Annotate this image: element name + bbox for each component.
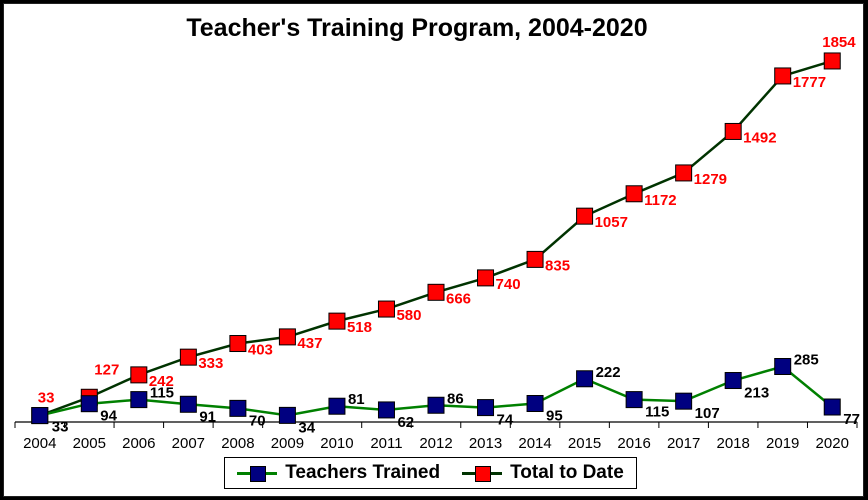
data-label-teachers-trained: 107 (695, 405, 720, 422)
data-point-teachers-trained (179, 395, 197, 413)
data-point-teachers-trained (823, 398, 841, 416)
x-axis-tick-label: 2005 (73, 435, 106, 452)
data-point-total-to-date (179, 348, 197, 366)
x-axis-tick-label: 2020 (816, 435, 849, 452)
x-axis-tick-label: 2009 (271, 435, 304, 452)
legend-swatch-total-to-date (462, 465, 503, 482)
data-point-total-to-date (675, 164, 693, 182)
data-label-total-to-date: 835 (545, 257, 570, 274)
data-point-total-to-date (328, 312, 346, 330)
data-point-total-to-date (774, 67, 792, 85)
data-label-total-to-date: 1777 (793, 74, 826, 91)
x-axis-tick-label: 2006 (122, 435, 155, 452)
legend-item-total-to-date: Total to Date (462, 462, 624, 484)
data-label-total-to-date: 666 (446, 290, 471, 307)
chart-legend: Teachers Trained Total to Date (224, 457, 637, 489)
x-axis-tick-label: 2014 (518, 435, 551, 452)
data-point-teachers-trained (675, 392, 693, 410)
data-label-total-to-date: 403 (248, 342, 273, 359)
data-label-teachers-trained: 86 (447, 390, 464, 407)
data-point-total-to-date (625, 185, 643, 203)
data-point-teachers-trained (278, 406, 296, 424)
data-point-teachers-trained (526, 395, 544, 412)
data-label-total-to-date: 1172 (644, 192, 677, 209)
data-label-total-to-date: 518 (347, 319, 372, 336)
data-point-teachers-trained (625, 391, 643, 409)
x-axis-tick-label: 2016 (617, 435, 650, 452)
legend-item-teachers-trained: Teachers Trained (237, 462, 440, 484)
data-label-teachers-trained: 95 (546, 408, 563, 425)
x-axis-tick-label: 2013 (469, 435, 502, 452)
data-label-teachers-trained: 213 (744, 385, 769, 402)
data-point-total-to-date (229, 335, 247, 353)
data-label-teachers-trained: 33 (52, 419, 69, 436)
data-label-total-to-date: 580 (396, 307, 421, 324)
data-label-total-to-date: 437 (297, 335, 322, 352)
data-point-teachers-trained (477, 399, 495, 417)
data-point-teachers-trained (427, 396, 445, 414)
data-label-teachers-trained: 34 (298, 419, 315, 436)
data-label-total-to-date: 242 (149, 373, 174, 390)
data-point-total-to-date (377, 300, 395, 318)
data-point-teachers-trained (31, 407, 49, 425)
x-axis-tick-label: 2017 (667, 435, 700, 452)
x-axis-tick-label: 2011 (370, 435, 402, 452)
data-label-teachers-trained: 74 (497, 412, 514, 429)
data-point-teachers-trained (576, 370, 594, 388)
data-point-teachers-trained (80, 395, 98, 413)
data-label-total-to-date: 1854 (822, 34, 856, 51)
data-point-total-to-date (823, 52, 841, 70)
data-label-teachers-trained: 222 (596, 364, 621, 381)
data-label-total-to-date: 127 (94, 361, 119, 378)
data-label-total-to-date: 1279 (694, 171, 727, 188)
data-label-teachers-trained: 70 (249, 412, 266, 429)
x-axis-tick-label: 2018 (716, 435, 749, 452)
legend-label-teachers-trained: Teachers Trained (285, 462, 441, 483)
data-point-teachers-trained (377, 401, 395, 419)
data-label-total-to-date: 333 (198, 355, 223, 372)
data-label-total-to-date: 740 (496, 276, 521, 293)
data-point-total-to-date (724, 122, 742, 140)
data-label-teachers-trained: 94 (100, 408, 117, 425)
x-axis-tick-label: 2007 (172, 435, 205, 452)
legend-swatch-teachers-trained (237, 465, 278, 482)
data-point-teachers-trained (130, 391, 148, 409)
data-point-total-to-date (477, 269, 495, 287)
data-label-teachers-trained: 115 (150, 385, 174, 402)
x-axis-tick-label: 2015 (568, 435, 601, 452)
data-point-total-to-date (278, 328, 296, 346)
x-axis-tick-label: 2012 (419, 435, 452, 452)
x-axis-tick-label: 2019 (766, 435, 799, 452)
legend-label-total-to-date: Total to Date (510, 462, 624, 483)
x-axis-tick-label: 2008 (221, 435, 254, 452)
data-point-teachers-trained (229, 399, 247, 417)
chart-title: Teacher's Training Program, 2004-2020 (186, 14, 648, 42)
data-point-total-to-date (576, 207, 594, 225)
x-axis-tick-label: 2004 (23, 435, 56, 452)
data-label-teachers-trained: 115 (645, 404, 669, 421)
data-label-teachers-trained: 81 (348, 391, 365, 408)
data-point-total-to-date (526, 250, 544, 268)
data-label-teachers-trained: 62 (397, 414, 414, 431)
data-point-teachers-trained (328, 397, 346, 415)
data-point-total-to-date (130, 366, 148, 384)
x-axis-tick-label: 2010 (320, 435, 353, 452)
data-point-total-to-date (427, 283, 445, 301)
data-label-teachers-trained: 77 (843, 411, 860, 428)
data-label-total-to-date: 1492 (743, 129, 776, 146)
chart-frame (3, 3, 864, 497)
data-label-teachers-trained: 285 (794, 352, 819, 369)
data-point-teachers-trained (774, 358, 792, 375)
data-point-teachers-trained (724, 372, 742, 390)
data-label-total-to-date: 33 (38, 390, 55, 407)
data-label-teachers-trained: 91 (199, 408, 216, 425)
series-line-total-to-date (39, 59, 833, 417)
data-label-total-to-date: 1057 (595, 214, 628, 231)
